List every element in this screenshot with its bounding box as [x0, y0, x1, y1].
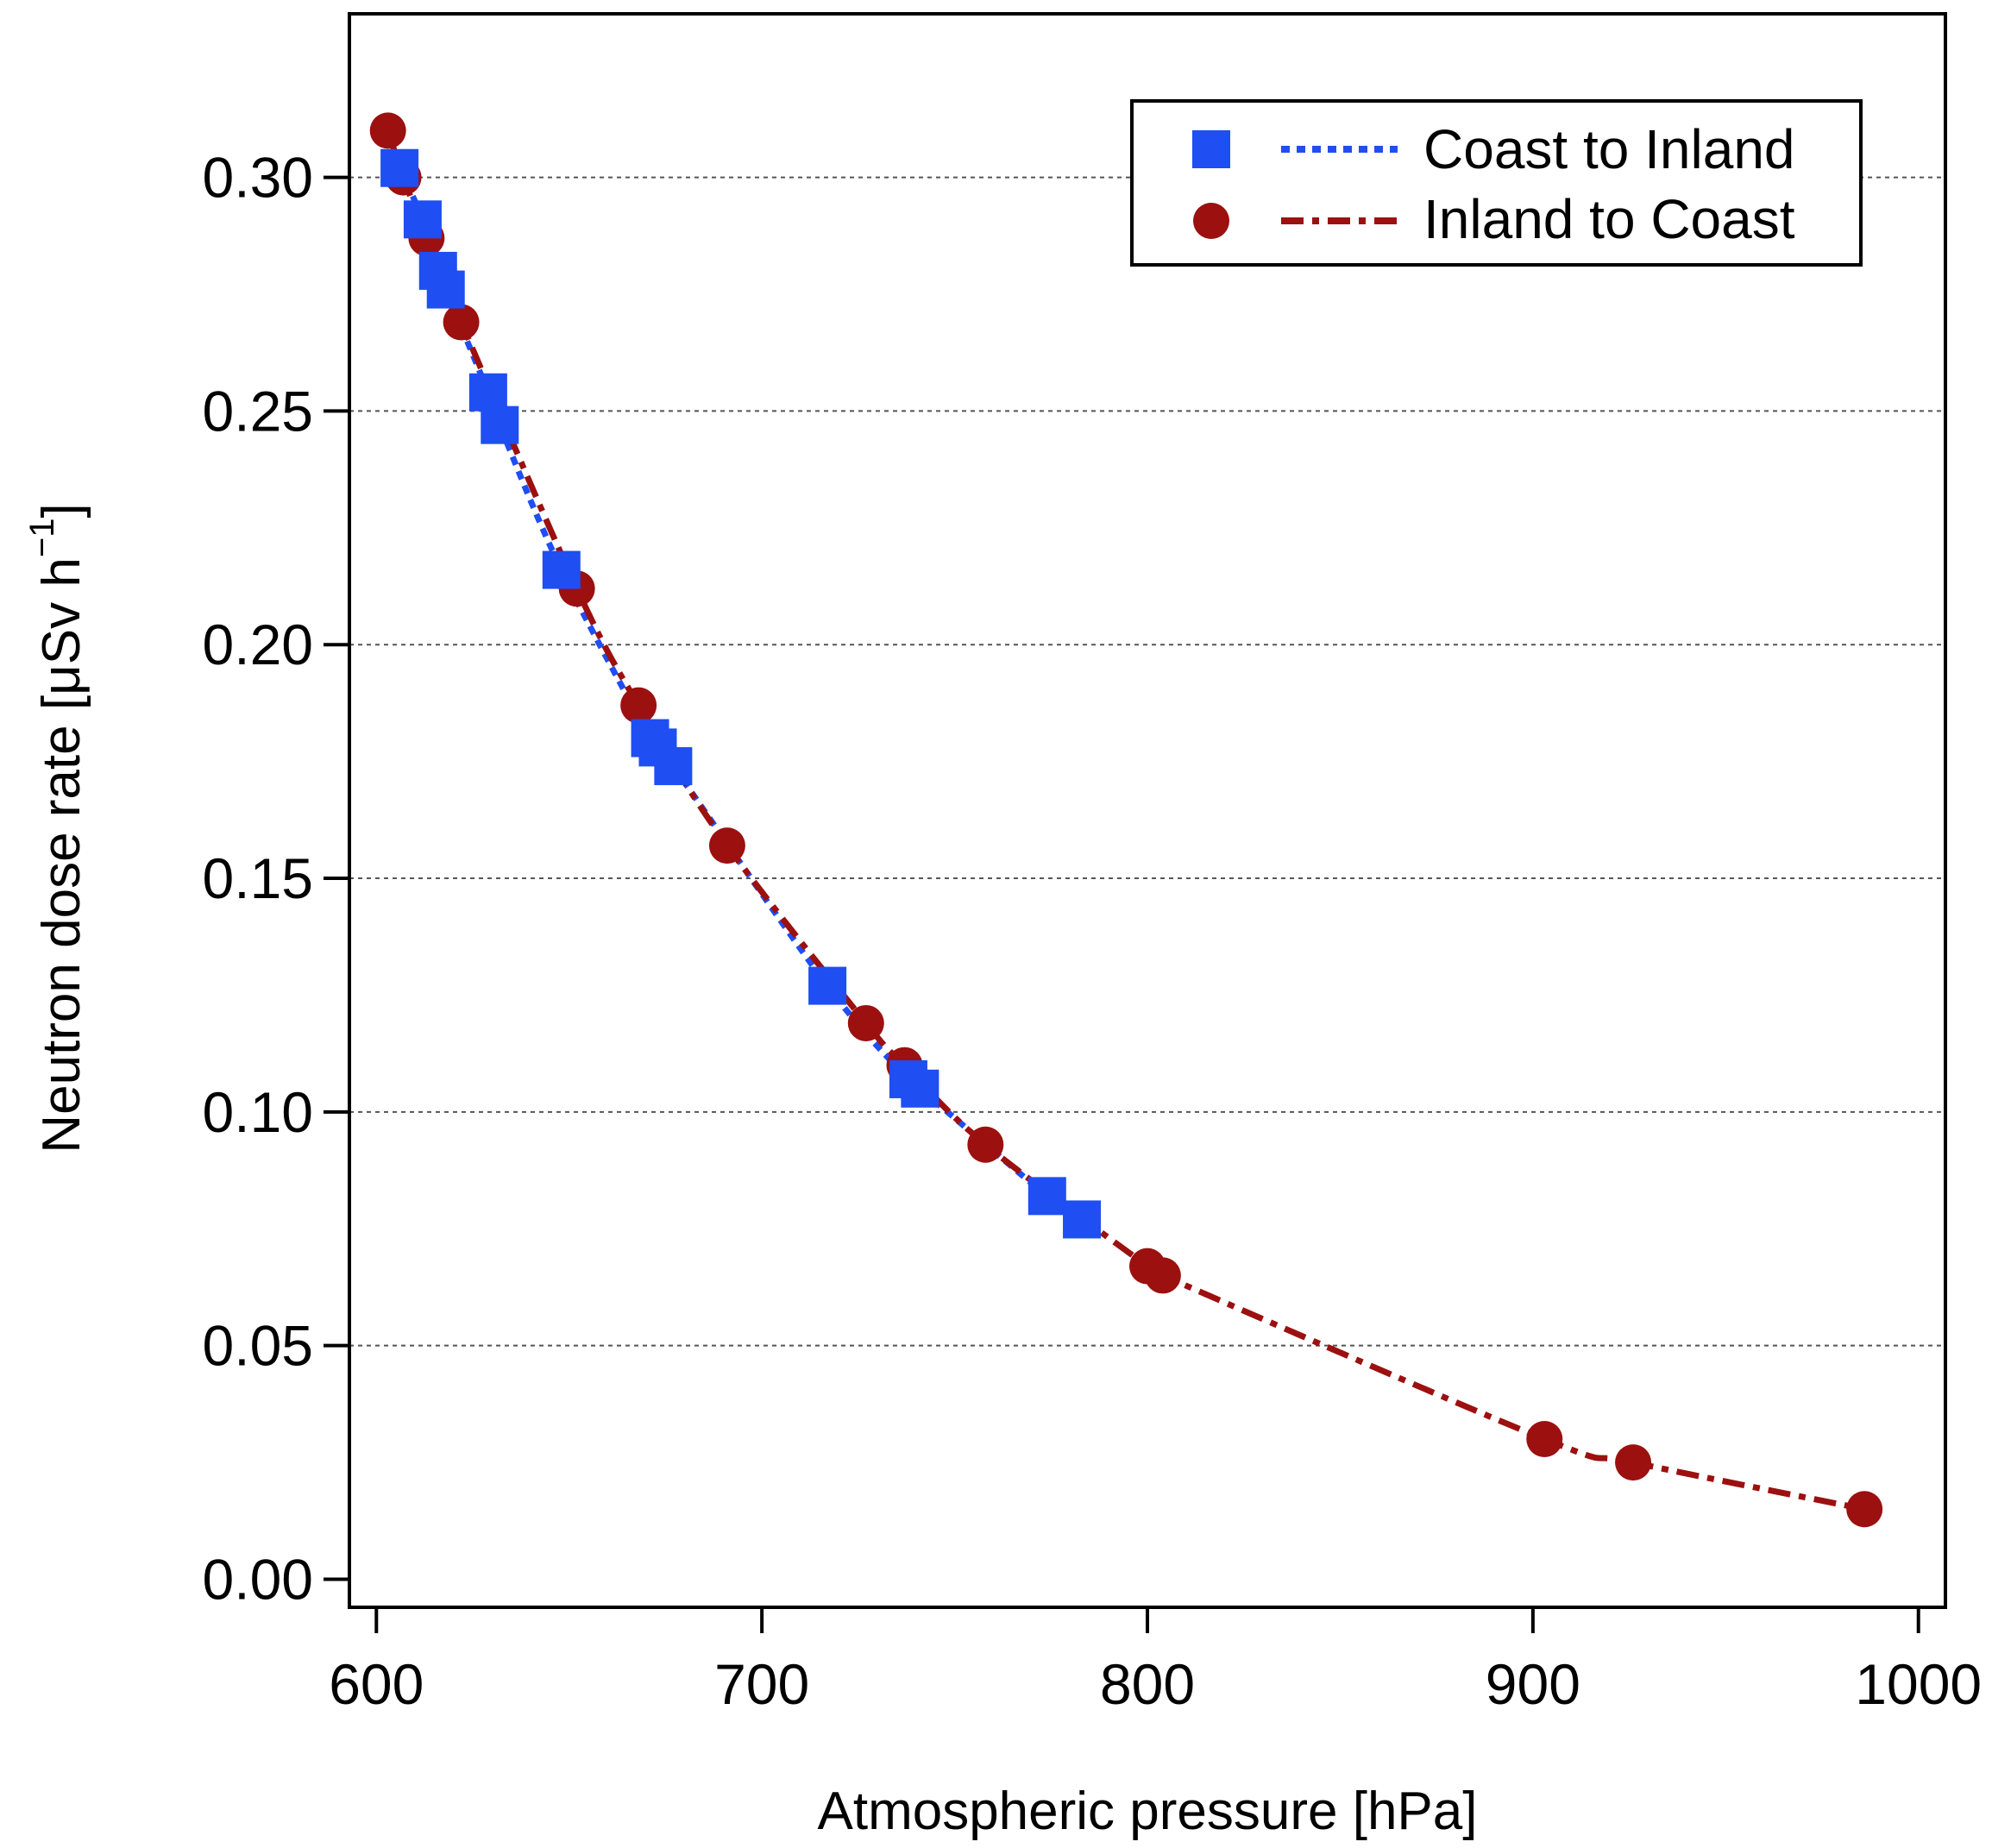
y-tick-label: 0.00 [203, 1548, 313, 1612]
y-axis-title-superscript: −1 [23, 519, 61, 558]
point-coast-to-inland [468, 373, 507, 412]
x-tick-label: 1000 [1855, 1652, 1982, 1716]
point-coast-to-inland [380, 148, 419, 187]
point-coast-to-inland [1063, 1200, 1102, 1239]
point-coast-to-inland [403, 200, 442, 239]
point-coast-to-inland [426, 270, 465, 309]
legend-box [1130, 99, 1863, 267]
point-inland-to-coast [620, 687, 657, 724]
point-coast-to-inland [808, 966, 847, 1005]
legend: Coast to Inland Inland to Coast [1130, 99, 1863, 267]
y-tick-label: 0.25 [203, 379, 313, 443]
point-inland-to-coast [1615, 1444, 1652, 1481]
point-inland-to-coast [967, 1126, 1004, 1163]
y-tick-label: 0.20 [203, 613, 313, 676]
point-coast-to-inland [542, 550, 581, 589]
x-tick-label: 600 [329, 1652, 424, 1716]
point-inland-to-coast [847, 1004, 884, 1041]
x-tick-label: 800 [1100, 1652, 1195, 1716]
y-tick-label: 0.30 [203, 146, 313, 210]
y-axis-title-main: Neutron dose rate [μSv h [32, 557, 91, 1153]
x-tick-label: 900 [1486, 1652, 1580, 1716]
point-inland-to-coast [1526, 1421, 1563, 1458]
y-axis-title: Neutron dose rate [μSv h−1] [23, 503, 91, 1153]
point-coast-to-inland [1027, 1177, 1066, 1216]
legend-label-inland-to-coast: Inland to Coast [1423, 188, 1795, 250]
point-coast-to-inland [481, 405, 519, 444]
point-coast-to-inland [654, 747, 693, 786]
y-tick-label: 0.15 [203, 846, 313, 910]
point-inland-to-coast [708, 827, 745, 864]
axis-ticks: 0.00 0.05 0.10 0.15 0.20 0.25 0.30 600 700 800 900… [203, 146, 1983, 1716]
x-axis-title: Atmospheric pressure [hPa] [817, 1782, 1477, 1841]
y-axis-title-close: ] [32, 503, 91, 518]
point-inland-to-coast [1144, 1257, 1181, 1294]
legend-circle-marker [1193, 203, 1229, 239]
y-tick-label: 0.05 [203, 1314, 313, 1378]
point-inland-to-coast [369, 112, 406, 149]
legend-label-coast-to-inland: Coast to Inland [1423, 118, 1795, 180]
x-tick-label: 700 [714, 1652, 809, 1716]
data-markers [369, 112, 1883, 1528]
y-tick-label: 0.10 [203, 1080, 313, 1144]
point-inland-to-coast [1846, 1491, 1883, 1528]
legend-square-marker [1192, 130, 1230, 168]
point-inland-to-coast [443, 304, 480, 341]
point-coast-to-inland [901, 1069, 939, 1108]
